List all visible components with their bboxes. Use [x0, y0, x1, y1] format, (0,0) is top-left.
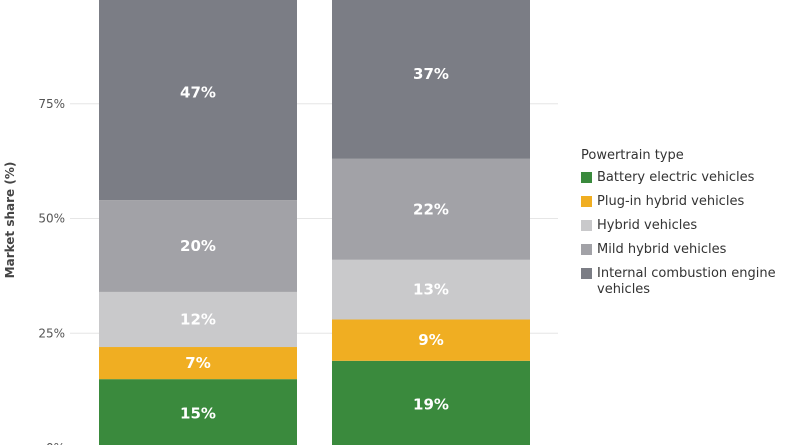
- bar-segment-2-3: [332, 158, 530, 260]
- legend-swatch: [581, 196, 592, 207]
- data-label: 22%: [413, 200, 449, 218]
- bar-segment-1-4: [99, 0, 297, 201]
- y-tick-label: 50%: [38, 212, 65, 226]
- legend-items: Battery electric vehicles Plug-in hybrid …: [581, 170, 796, 298]
- legend-item: Internal combustion engine vehicles: [581, 266, 796, 298]
- bar-segment-2-2: [332, 259, 530, 320]
- y-axis-label: Market share (%): [3, 162, 17, 279]
- y-tick-label: 25%: [38, 326, 65, 340]
- legend-swatch: [581, 244, 592, 255]
- legend-title: Powertrain type: [581, 148, 684, 163]
- legend-swatch: [581, 268, 592, 279]
- legend-label: Internal combustion engine vehicles: [597, 266, 776, 297]
- legend-item: Battery electric vehicles: [581, 170, 796, 186]
- legend-swatch: [581, 220, 592, 231]
- data-label: 13%: [413, 281, 449, 299]
- data-label: 20%: [180, 237, 216, 255]
- data-label: 15%: [180, 405, 216, 423]
- data-label: 47%: [180, 83, 216, 101]
- bar-segment-2-1: [332, 319, 530, 361]
- bar-segment-1-3: [99, 200, 297, 292]
- data-label: 7%: [185, 354, 210, 372]
- legend-label: Battery electric vehicles: [597, 170, 755, 185]
- legend-item: Mild hybrid vehicles: [581, 242, 796, 258]
- data-label: 19%: [413, 395, 449, 413]
- bar-segment-1-2: [99, 291, 297, 348]
- y-tick-label: 0%: [46, 441, 65, 445]
- y-tick-label: 75%: [38, 97, 65, 111]
- legend: Powertrain type Battery electric vehicle…: [581, 148, 796, 306]
- bar-segment-2-0: [332, 360, 530, 445]
- data-label: 37%: [413, 65, 449, 83]
- legend-label: Plug-in hybrid vehicles: [597, 194, 745, 209]
- bar-segment-1-1: [99, 347, 297, 380]
- bar-segment-2-4: [332, 0, 530, 159]
- data-label: 12%: [180, 310, 216, 328]
- legend-item: Plug-in hybrid vehicles: [581, 194, 796, 210]
- bar-segment-1-0: [99, 379, 297, 445]
- data-label: 9%: [418, 331, 443, 349]
- legend-item: Hybrid vehicles: [581, 218, 796, 234]
- legend-label: Mild hybrid vehicles: [597, 242, 727, 257]
- legend-swatch: [581, 172, 592, 183]
- legend-label: Hybrid vehicles: [597, 218, 698, 233]
